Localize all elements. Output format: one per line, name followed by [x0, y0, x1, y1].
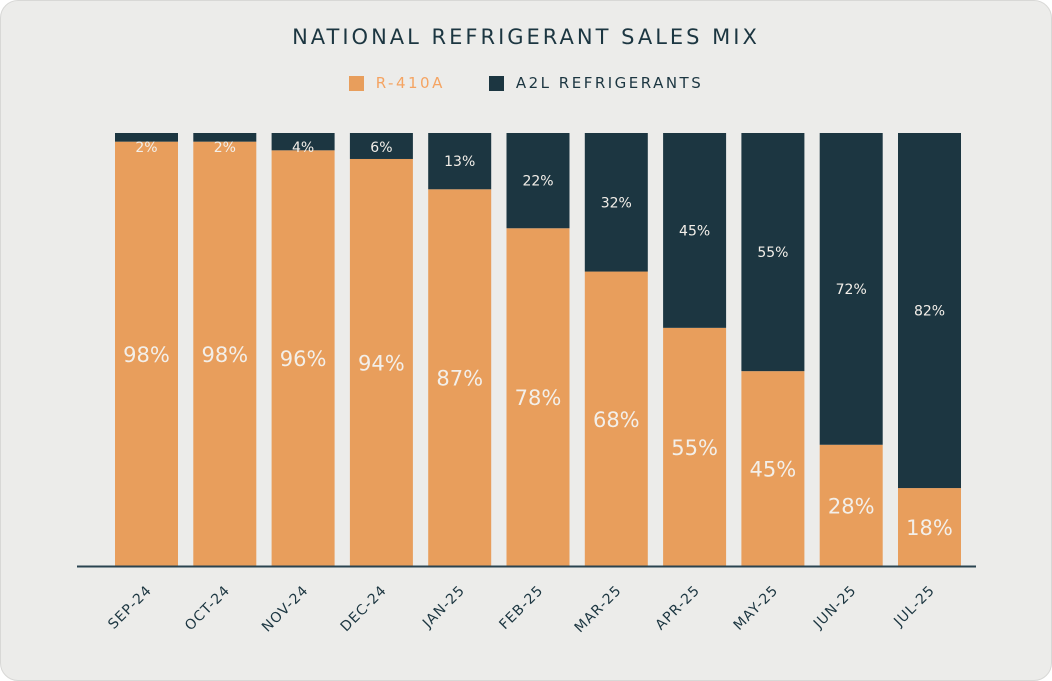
legend-swatch-r410a: [348, 75, 364, 91]
x-tick-label: JAN-25: [419, 583, 468, 632]
bar-r410a: [584, 271, 648, 566]
data-label-a2l: 4%: [292, 140, 314, 156]
data-label-r410a: 55%: [671, 436, 718, 460]
bar-a2l: [506, 133, 570, 229]
bar-a2l: [584, 133, 648, 272]
bar-a2l: [819, 133, 883, 445]
data-label-r410a: 94%: [358, 351, 405, 375]
chart-title: NATIONAL REFRIGERANT SALES MIX: [292, 25, 760, 49]
data-label-a2l: 2%: [214, 140, 236, 156]
x-tick-label: JUN-25: [810, 583, 860, 633]
x-tick-label: OCT-24: [182, 583, 234, 635]
bar-r410a: [115, 141, 178, 566]
bar-r410a: [663, 327, 727, 566]
legend-item-a2l: A2L REFRIGERANTS: [488, 74, 704, 92]
x-tick-label: JUL-25: [890, 583, 938, 631]
bar-a2l: [428, 133, 492, 190]
bar-a2l: [741, 133, 805, 372]
bar-a2l: [898, 133, 961, 489]
data-label-r410a: 28%: [828, 494, 875, 518]
data-label-a2l: 82%: [914, 304, 945, 320]
x-tick-label: APR-25: [652, 583, 703, 634]
legend-label-r410a: R-410A: [375, 74, 445, 92]
data-label-r410a: 98%: [201, 343, 248, 367]
bar-r410a: [428, 189, 492, 567]
data-label-a2l: 22%: [522, 174, 553, 190]
data-label-a2l: 6%: [370, 140, 392, 156]
bar-a2l: [193, 133, 257, 142]
bar-a2l: [349, 133, 413, 159]
x-tick-label: DEC-24: [338, 583, 391, 636]
x-tick-label: NOV-24: [259, 583, 312, 636]
data-label-a2l: 72%: [836, 282, 867, 298]
data-label-r410a: 68%: [593, 408, 640, 432]
data-label-a2l: 55%: [757, 245, 788, 261]
bar-r410a: [741, 371, 805, 566]
data-label-a2l: 13%: [444, 154, 475, 170]
data-label-r410a: 98%: [123, 343, 170, 367]
x-tick-label: MAY-25: [731, 583, 782, 634]
data-label-a2l: 2%: [135, 140, 157, 156]
data-label-a2l: 45%: [679, 223, 710, 239]
bar-r410a: [193, 141, 257, 566]
legend-label-a2l: A2L REFRIGERANTS: [515, 74, 704, 92]
legend-item-r410a: R-410A: [348, 74, 445, 92]
data-label-a2l: 32%: [601, 195, 632, 211]
x-tick-label: MAR-25: [572, 583, 626, 637]
bar-r410a: [819, 444, 883, 566]
data-label-r410a: 78%: [515, 386, 562, 410]
data-label-r410a: 18%: [906, 516, 953, 540]
bar-r410a: [349, 158, 413, 567]
legend: R-410A A2L REFRIGERANTS: [1, 74, 1051, 92]
legend-swatch-a2l: [488, 75, 504, 91]
data-label-r410a: 45%: [750, 458, 797, 482]
bar-a2l: [271, 133, 335, 151]
bar-r410a: [898, 488, 961, 566]
bar-r410a: [271, 150, 335, 566]
x-tick-label: SEP-24: [105, 583, 155, 633]
x-tick-label: FEB-25: [496, 583, 546, 633]
bar-a2l: [663, 133, 727, 328]
bar-r410a: [506, 228, 570, 566]
bar-a2l: [115, 133, 178, 142]
data-label-r410a: 87%: [436, 367, 483, 391]
data-label-r410a: 96%: [280, 347, 327, 371]
